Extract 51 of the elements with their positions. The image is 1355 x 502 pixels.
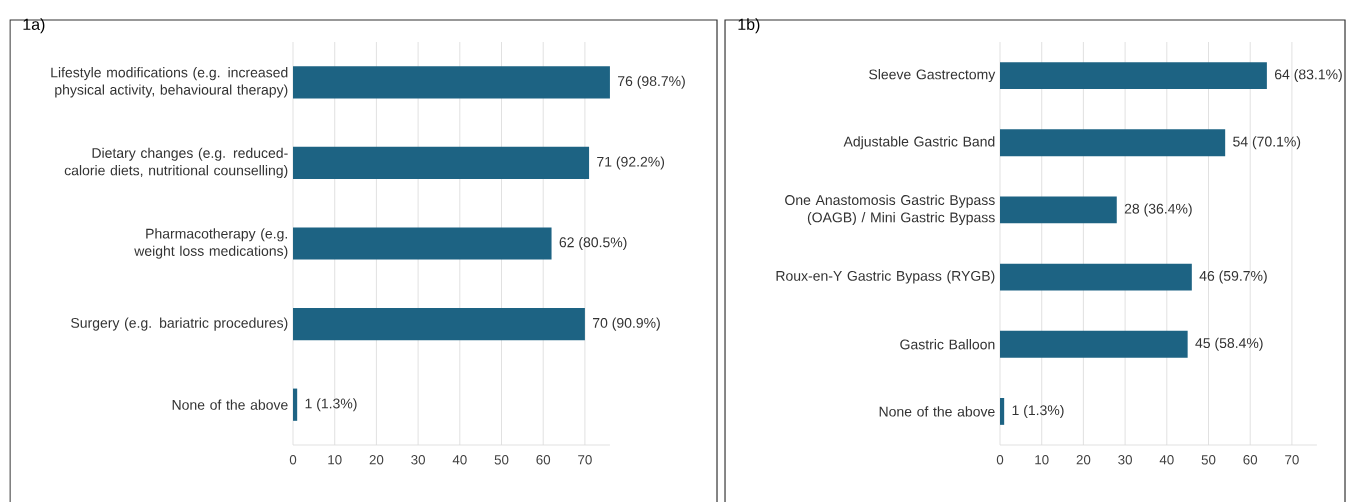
data-label: 64 (83.1%) <box>1274 69 1342 83</box>
data-label: 76 (98.7%) <box>618 75 685 89</box>
y-tick-label: Sleeve Gastrectomy <box>869 69 996 83</box>
bar <box>1000 397 1005 425</box>
x-tick-label: 40 <box>452 455 467 465</box>
y-tick-label: Pharmacotherapy (e.g. weight loss medications) <box>134 228 288 259</box>
bar <box>1000 263 1192 291</box>
data-label: 62 (80.5%) <box>559 236 627 251</box>
bar <box>293 388 298 421</box>
bar <box>293 146 590 180</box>
bar <box>293 66 610 99</box>
x-tick-label: 20 <box>1076 455 1091 465</box>
bar <box>1000 129 1226 157</box>
y-tick-label: Dietary changes (e.g. reduced-calorie diets, nutritional counselling) <box>64 147 288 179</box>
bar <box>1000 196 1117 224</box>
y-tick-label: None of the above <box>172 399 288 410</box>
bar <box>1000 62 1267 90</box>
bar <box>1000 330 1188 358</box>
data-label: 28 (36.4%) <box>1124 203 1192 217</box>
x-tick-label: 30 <box>411 455 426 465</box>
data-label: 45 (58.4%) <box>1195 337 1263 351</box>
x-tick-label: 40 <box>1159 455 1174 465</box>
x-tick-label: 50 <box>1201 455 1216 465</box>
y-tick-label: One Anastomosis Gastric Bypass (OAGB) / Mini Gastric Bypass <box>785 194 995 226</box>
data-label: 71 (92.2%) <box>597 156 665 170</box>
data-label: 46 (59.7%) <box>1199 270 1267 284</box>
x-tick-label: 70 <box>1285 455 1299 465</box>
data-label: 1 (1.3%) <box>305 398 357 412</box>
x-tick-label: 30 <box>1118 455 1132 465</box>
y-tick-label: Lifestyle modifications (e.g. increased physical activity, behavioural therapy) <box>51 67 288 98</box>
x-tick-label: 50 <box>494 455 509 465</box>
y-tick-label: None of the above <box>879 406 995 417</box>
x-tick-label: 0 <box>289 455 297 465</box>
y-tick-label: Adjustable Gastric Band <box>843 136 995 150</box>
data-label: 1 (1.3%) <box>1012 404 1064 418</box>
x-tick-label: 60 <box>536 455 551 465</box>
data-label: 54 (70.1%) <box>1233 136 1301 150</box>
bar <box>293 227 552 260</box>
x-tick-label: 60 <box>1243 455 1258 465</box>
data-label: 70 (90.9%) <box>592 317 660 331</box>
x-tick-label: 70 <box>578 455 592 465</box>
x-tick-label: 10 <box>1035 455 1049 465</box>
x-tick-label: 20 <box>369 455 384 465</box>
text: 1b) <box>738 18 760 34</box>
y-tick-label: Gastric Balloon <box>900 339 995 350</box>
x-tick-label: 0 <box>996 455 1004 465</box>
bar <box>293 307 585 341</box>
y-tick-label: Roux-en-Y Gastric Bypass (RYGB) <box>776 270 995 284</box>
y-tick-label: Surgery (e.g. bariatric procedures) <box>71 317 288 331</box>
x-tick-label: 10 <box>328 455 342 465</box>
text: 1a) <box>23 18 45 34</box>
